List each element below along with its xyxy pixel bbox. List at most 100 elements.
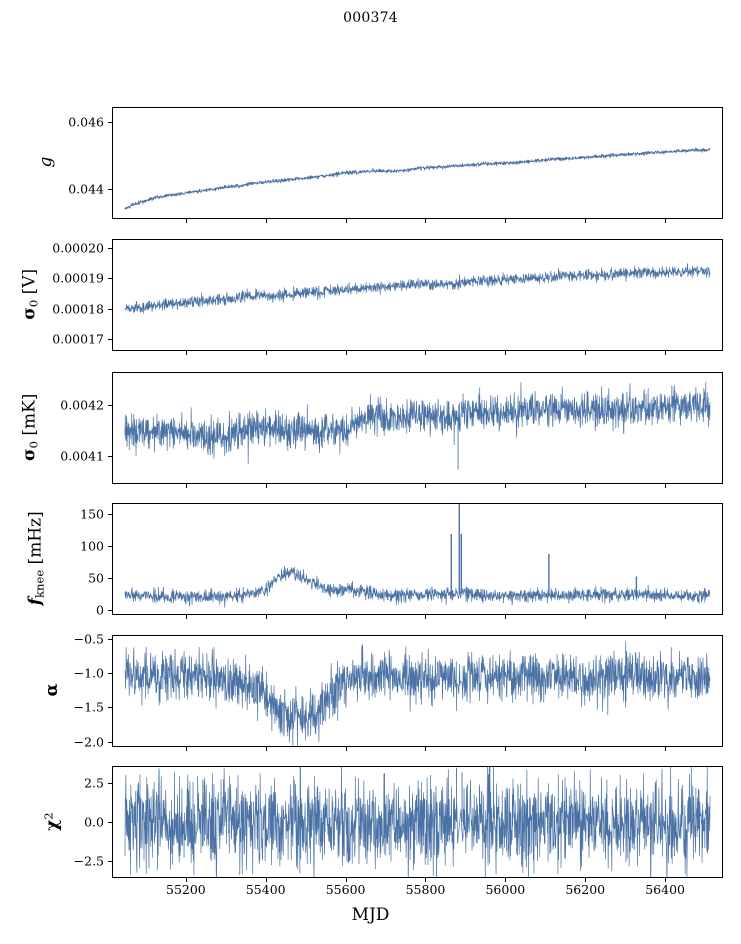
anomaly-spikes [456, 767, 463, 822]
x-tick-mark [185, 878, 187, 882]
y-tick-mark [108, 514, 112, 516]
x-axis-label: MJD [351, 905, 390, 925]
series-chi2 [124, 767, 711, 877]
y-tick-label: −0.5 [73, 631, 104, 647]
y-tick: 0.046 [8, 115, 104, 137]
x-tick-mark [425, 219, 427, 223]
plot-panel-chi-2 [112, 766, 723, 878]
y-tick-mark [108, 248, 112, 250]
x-tick-mark [665, 219, 667, 223]
x-tick-mark [345, 878, 347, 882]
x-tick-mark [185, 615, 187, 619]
y-tick: 0.00019 [8, 271, 104, 293]
x-tick-mark [265, 484, 267, 488]
x-tick-mark [585, 615, 587, 619]
y-tick-label: 150 [80, 506, 104, 522]
x-tick-mark [505, 484, 507, 488]
y-tick-mark [108, 278, 112, 280]
x-tick-mark [345, 219, 347, 223]
x-tick-label: 56000 [485, 882, 526, 897]
y-tick: 0.0041 [8, 449, 104, 471]
plot-panel-f-knee-mhz- [112, 503, 723, 615]
x-tick-mark [425, 878, 427, 882]
y-axis-label-panel-4: α [42, 683, 62, 697]
y-tick-mark [108, 861, 112, 863]
figure-title: 000374 [343, 10, 398, 26]
y-tick-mark [108, 707, 112, 709]
x-tick-mark [185, 747, 187, 751]
y-tick: 50 [8, 571, 104, 593]
x-tick-label: 55800 [405, 882, 446, 897]
series-alpha [124, 641, 711, 746]
y-tick-label: 0.0042 [60, 397, 104, 413]
x-tick-mark [505, 747, 507, 751]
y-axis-label-panel-0: g [36, 156, 56, 168]
x-tick-mark [665, 747, 667, 751]
series-sigma0_V [124, 263, 711, 314]
x-tick-label: 56400 [645, 882, 685, 897]
x-tick-mark [185, 484, 187, 488]
y-tick: −1.5 [8, 700, 104, 722]
y-tick-label: 0.046 [68, 114, 104, 130]
y-tick-label: 0.044 [68, 181, 104, 197]
y-tick: 0.044 [8, 181, 104, 204]
y-tick-mark [108, 308, 112, 310]
x-tick-label: 55200 [165, 882, 206, 897]
x-tick-mark [585, 878, 587, 882]
plot-panel-sigma-0-v- [112, 239, 723, 351]
y-tick: 0 [8, 602, 104, 625]
x-tick-mark [665, 351, 667, 355]
y-tick: 0.00020 [8, 241, 104, 263]
y-tick: 0.0042 [8, 398, 104, 420]
y-tick-label: 100 [80, 538, 104, 554]
y-tick: 0.00018 [8, 301, 104, 324]
y-tick-mark [108, 639, 112, 641]
y-tick-label: 0.00019 [52, 270, 104, 286]
x-tick-mark [265, 878, 267, 882]
x-tick-label: 55600 [325, 882, 366, 897]
y-tick-mark [108, 782, 112, 784]
y-tick: −2.0 [8, 734, 104, 757]
x-tick-mark [505, 219, 507, 223]
y-tick-label: 2.5 [84, 775, 104, 791]
x-tick-mark [345, 484, 347, 488]
y-tick-mark [108, 578, 112, 580]
y-tick-mark [108, 673, 112, 675]
x-tick-mark [505, 615, 507, 619]
y-tick-label: 0 [96, 602, 104, 618]
y-tick-mark [108, 456, 112, 457]
x-tick-mark [265, 351, 267, 355]
series-g [124, 147, 711, 210]
anomaly-spikes [450, 504, 638, 596]
y-tick-label: −1.5 [73, 699, 104, 715]
x-tick-mark [345, 351, 347, 355]
x-tick-mark [265, 219, 267, 223]
y-axis-label-panel-1: σ0 [V] [19, 268, 41, 320]
x-tick-mark [585, 484, 587, 488]
y-tick-mark [108, 609, 112, 611]
y-tick-mark [108, 122, 112, 124]
y-tick: −2.5 [8, 854, 104, 876]
y-tick-label: −1.0 [73, 665, 104, 681]
x-tick-mark [585, 219, 587, 223]
plot-panel-alpha [112, 635, 723, 747]
x-tick-mark [665, 878, 667, 882]
y-tick-label: 50 [88, 570, 104, 586]
y-axis-label-panel-5: χ2 [41, 812, 63, 831]
x-tick-mark [425, 747, 427, 751]
x-tick-mark [345, 615, 347, 619]
x-tick-mark [505, 878, 507, 882]
y-tick: −1.0 [8, 666, 104, 688]
y-tick-mark [108, 188, 112, 190]
x-tick-mark [425, 615, 427, 619]
y-tick-mark [108, 338, 112, 340]
plot-panel-g [112, 107, 723, 219]
x-tick-mark [425, 484, 427, 488]
series-sigma0_mK [124, 381, 711, 470]
y-tick: 150 [8, 507, 104, 529]
x-tick-mark [505, 351, 507, 355]
y-tick-mark [108, 822, 112, 823]
y-tick-label: 0.0 [84, 814, 104, 830]
x-tick-mark [265, 747, 267, 751]
